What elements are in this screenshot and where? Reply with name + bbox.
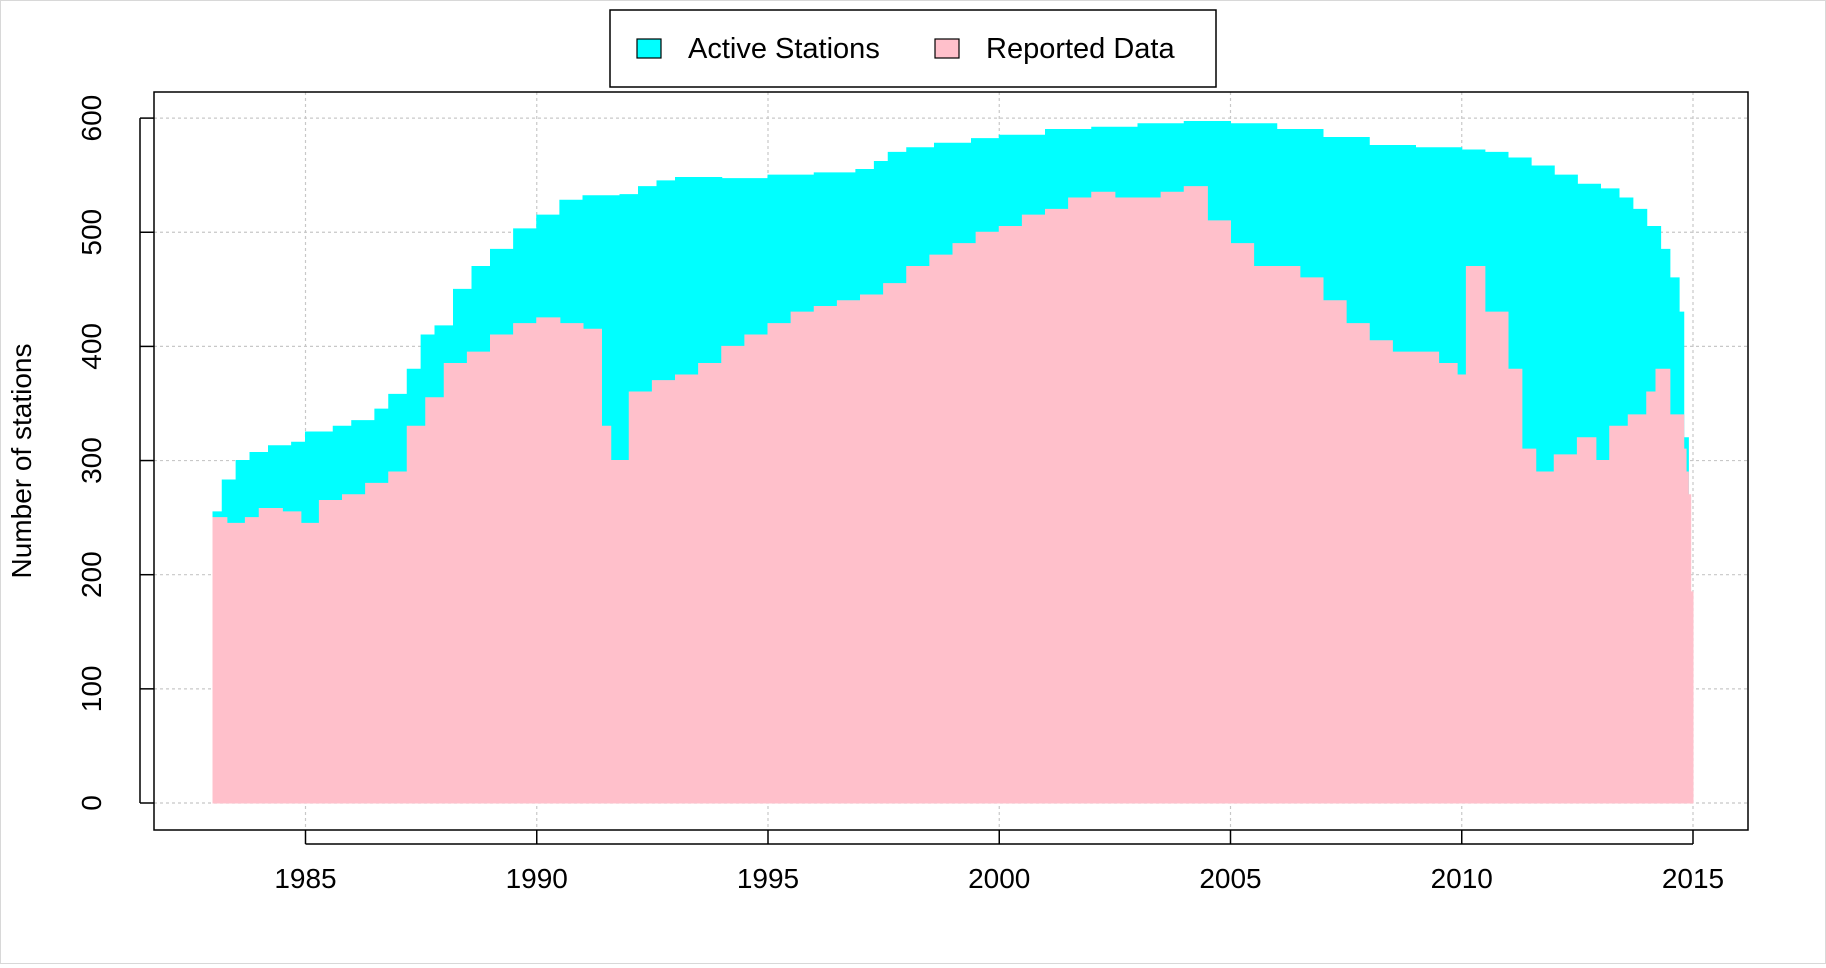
y-axis: 0 100 200 300 400 500 600 xyxy=(76,95,154,811)
x-tick-label: 2000 xyxy=(968,863,1030,894)
x-tick-label: 2005 xyxy=(1199,863,1261,894)
legend: Active Stations Reported Data xyxy=(609,9,1217,88)
series-layer xyxy=(212,121,1694,804)
y-tick-label: 300 xyxy=(76,437,107,484)
x-tick-label: 1985 xyxy=(274,863,336,894)
legend-label-reported-data: Reported Data xyxy=(986,33,1175,65)
y-axis-label: Number of stations xyxy=(6,344,37,579)
x-tick-label: 2015 xyxy=(1662,863,1724,894)
x-axis: 1985 1990 1995 2000 2005 2010 2015 xyxy=(274,830,1724,894)
y-tick-label: 200 xyxy=(76,551,107,598)
legend-swatch-reported-data xyxy=(934,38,960,59)
y-tick-label: 500 xyxy=(76,209,107,256)
x-tick-label: 1990 xyxy=(506,863,568,894)
legend-box xyxy=(609,9,1217,88)
legend-label-active-stations: Active Stations xyxy=(688,33,880,65)
y-tick-label: 400 xyxy=(76,323,107,370)
legend-swatch-active-stations xyxy=(636,38,662,59)
x-tick-label: 2010 xyxy=(1431,863,1493,894)
y-tick-label: 0 xyxy=(76,795,107,811)
series-area-reported-data xyxy=(212,186,1694,804)
x-tick-label: 1995 xyxy=(737,863,799,894)
y-tick-label: 600 xyxy=(76,95,107,142)
y-tick-label: 100 xyxy=(76,665,107,712)
